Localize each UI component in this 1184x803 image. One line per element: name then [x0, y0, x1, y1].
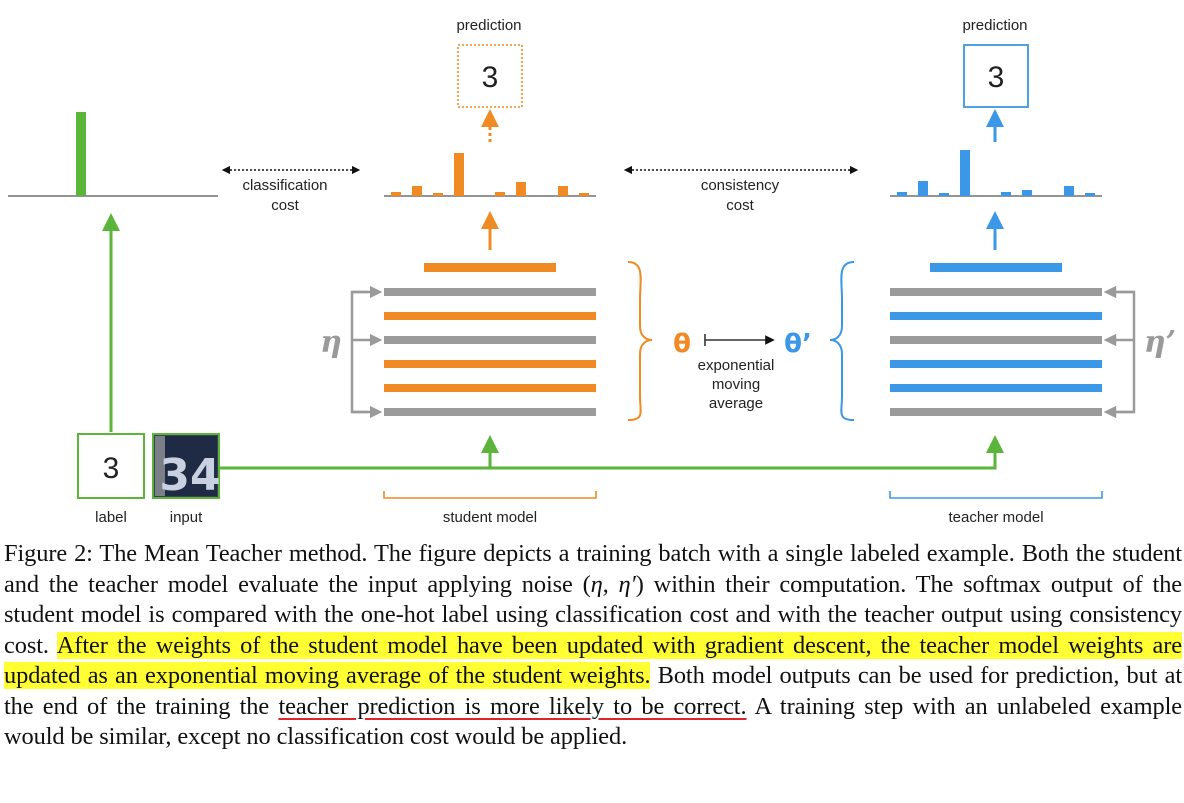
ema-line3: average — [709, 395, 763, 412]
teacher-softmax — [890, 150, 1102, 197]
teacher-prediction-digit: 3 — [988, 61, 1005, 94]
ema-line1: exponential — [698, 357, 775, 374]
classification-cost: classification cost — [221, 165, 361, 214]
student-prediction-digit: 3 — [482, 61, 499, 94]
input-caption: input — [170, 509, 203, 526]
caption-prefix: Figure 2: The Mean Teacher method. The f… — [4, 540, 1182, 598]
consistency-cost-line2: cost — [726, 197, 754, 214]
theta-prime-symbol: θ’ — [784, 329, 812, 359]
label-digit: 3 — [103, 452, 120, 485]
teacher-model-bracket: teacher model — [889, 491, 1103, 526]
teacher-prediction-box — [963, 44, 1029, 108]
theta-symbol: θ — [673, 329, 691, 359]
label-box — [77, 433, 145, 499]
eta-prime-symbol: η’ — [1144, 325, 1176, 360]
consistency-cost-line1: consistency — [701, 177, 780, 194]
student-prediction-box — [457, 44, 523, 108]
student-network — [384, 263, 596, 416]
caption-math: η, η′ — [590, 570, 636, 598]
classification-cost-line1: classification — [242, 177, 327, 194]
student-softmax — [384, 153, 596, 197]
caption-underlined: teacher prediction is more likely to be … — [278, 692, 747, 720]
caption-part3: Both model outputs can be used for predi… — [4, 662, 1182, 720]
input-flow — [220, 435, 1004, 470]
student-model-label: student model — [443, 509, 537, 526]
mean-teacher-figure: classification cost prediction 3 η — [8, 17, 1176, 526]
student-noise: η — [320, 285, 383, 419]
ema-line2: moving — [712, 376, 760, 393]
input-image: 34 — [152, 433, 221, 501]
student-brace — [627, 261, 653, 421]
input-image-digits: 34 — [159, 450, 220, 501]
ema-update: θ θ’ exponential moving average — [673, 329, 812, 412]
label-caption: label — [95, 509, 127, 526]
consistency-cost: consistency cost — [623, 165, 859, 214]
teacher-model-label: teacher model — [948, 509, 1043, 526]
caption-part4: A training step with an unlabeled exampl… — [4, 692, 1183, 751]
classification-cost-line2: cost — [271, 197, 299, 214]
caption-part2: ) within their computation. The softmax … — [4, 570, 1183, 659]
teacher-prediction-label: prediction — [962, 17, 1027, 34]
teacher-brace — [829, 261, 855, 421]
student-prediction-label: prediction — [456, 17, 521, 34]
teacher-noise: η’ — [1103, 285, 1176, 419]
student-model-bracket: student model — [383, 491, 597, 526]
label-distribution — [8, 112, 218, 197]
eta-symbol: η — [320, 325, 342, 360]
figure-caption: Figure 2: The Mean Teacher method. The f… — [4, 539, 1182, 753]
teacher-network — [890, 263, 1102, 416]
